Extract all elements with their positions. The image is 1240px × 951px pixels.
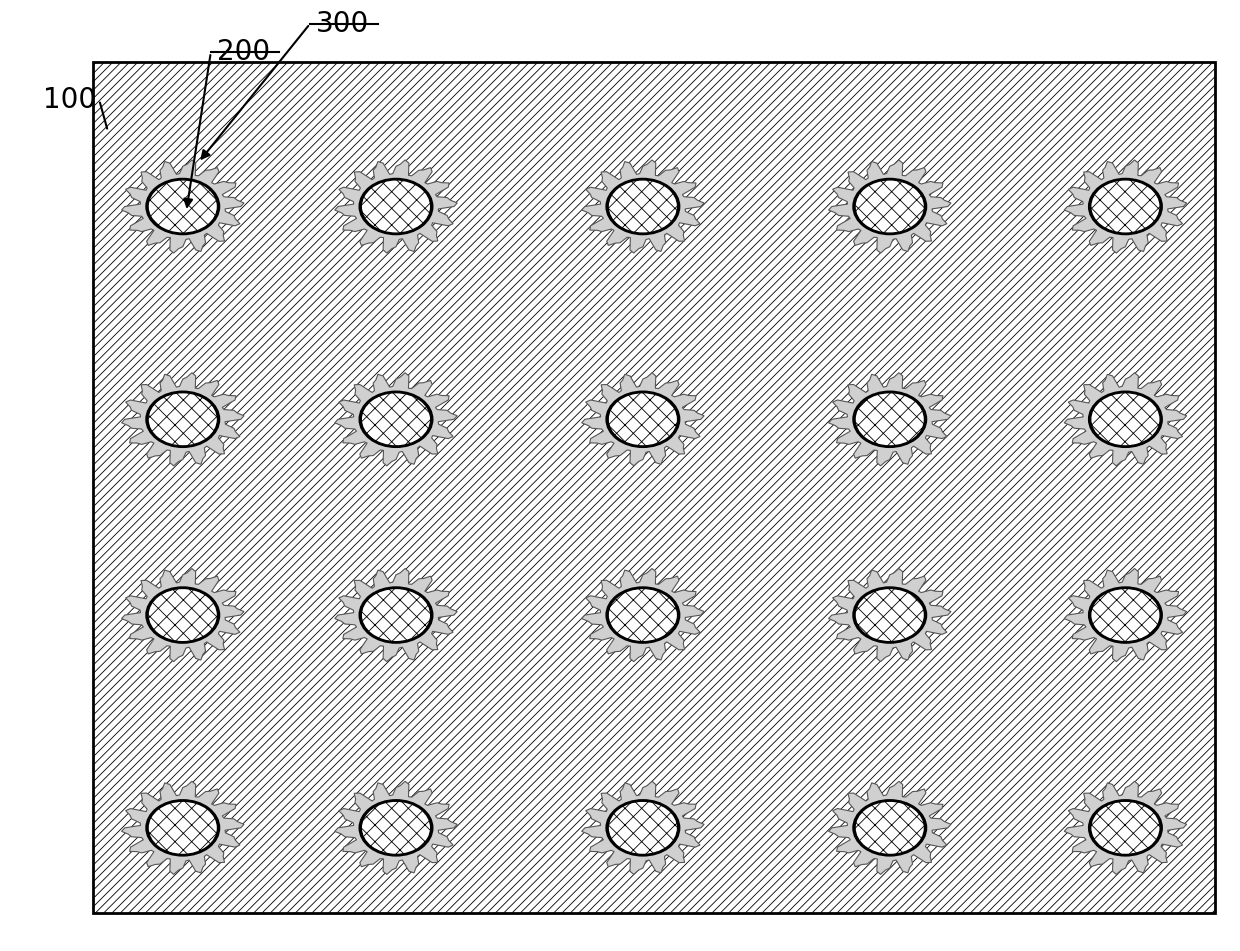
Text: 300: 300 (316, 10, 370, 38)
Polygon shape (1064, 160, 1187, 253)
Circle shape (852, 391, 928, 448)
Circle shape (361, 180, 430, 233)
Circle shape (361, 393, 430, 446)
Circle shape (605, 799, 681, 857)
Polygon shape (122, 373, 244, 466)
Circle shape (358, 799, 434, 857)
Circle shape (852, 799, 928, 857)
Circle shape (145, 799, 221, 857)
Polygon shape (335, 373, 458, 466)
Circle shape (605, 587, 681, 644)
Text: 200: 200 (217, 38, 270, 67)
Circle shape (856, 393, 925, 446)
Bar (93, 62, 1215, 913)
Circle shape (1091, 180, 1161, 233)
Circle shape (605, 391, 681, 448)
Circle shape (361, 801, 430, 854)
Polygon shape (828, 160, 951, 253)
Circle shape (856, 180, 925, 233)
Polygon shape (1064, 782, 1187, 874)
Circle shape (145, 178, 221, 235)
Circle shape (856, 801, 925, 854)
Circle shape (145, 391, 221, 448)
Polygon shape (122, 160, 244, 253)
Circle shape (608, 589, 677, 642)
Circle shape (148, 393, 217, 446)
Circle shape (1087, 391, 1163, 448)
Polygon shape (122, 782, 244, 874)
Polygon shape (335, 569, 458, 662)
Circle shape (148, 801, 217, 854)
Circle shape (608, 801, 677, 854)
Circle shape (145, 587, 221, 644)
Circle shape (1091, 801, 1161, 854)
Polygon shape (582, 569, 704, 662)
Circle shape (358, 178, 434, 235)
Polygon shape (582, 160, 704, 253)
Circle shape (148, 180, 217, 233)
Circle shape (605, 178, 681, 235)
Circle shape (856, 589, 925, 642)
Polygon shape (582, 373, 704, 466)
Polygon shape (335, 160, 458, 253)
Polygon shape (582, 782, 704, 874)
Circle shape (361, 589, 430, 642)
Circle shape (148, 589, 217, 642)
Circle shape (1087, 178, 1163, 235)
Polygon shape (1064, 569, 1187, 662)
Polygon shape (335, 782, 458, 874)
Circle shape (608, 180, 677, 233)
Circle shape (1087, 587, 1163, 644)
Polygon shape (828, 373, 951, 466)
Circle shape (358, 587, 434, 644)
Polygon shape (828, 569, 951, 662)
Circle shape (852, 587, 928, 644)
Circle shape (1091, 393, 1161, 446)
Text: 100: 100 (43, 86, 97, 114)
Circle shape (608, 393, 677, 446)
Circle shape (1087, 799, 1163, 857)
Circle shape (1091, 589, 1161, 642)
Polygon shape (1064, 373, 1187, 466)
Polygon shape (828, 782, 951, 874)
Polygon shape (122, 569, 244, 662)
Circle shape (852, 178, 928, 235)
Circle shape (358, 391, 434, 448)
